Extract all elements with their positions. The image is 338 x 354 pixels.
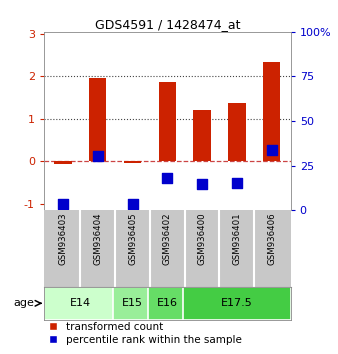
Text: E17.5: E17.5 <box>221 298 253 308</box>
Text: E15: E15 <box>122 298 143 308</box>
Text: GSM936401: GSM936401 <box>232 212 241 265</box>
Text: GSM936403: GSM936403 <box>58 212 68 265</box>
Point <box>234 180 240 185</box>
Point <box>61 201 66 207</box>
Bar <box>228 103 245 161</box>
Bar <box>159 82 176 161</box>
Bar <box>193 110 211 161</box>
Title: GDS4591 / 1428474_at: GDS4591 / 1428474_at <box>95 18 240 31</box>
Bar <box>148 287 187 320</box>
Text: GSM936406: GSM936406 <box>267 212 276 265</box>
Legend: transformed count, percentile rank within the sample: transformed count, percentile rank withi… <box>49 322 242 345</box>
Bar <box>44 287 117 320</box>
Point <box>165 175 170 181</box>
Bar <box>183 287 291 320</box>
Point <box>95 154 100 159</box>
Bar <box>89 78 106 161</box>
Bar <box>124 161 141 163</box>
Text: GSM936400: GSM936400 <box>198 212 207 265</box>
Text: E14: E14 <box>70 298 91 308</box>
Text: E16: E16 <box>157 298 178 308</box>
Bar <box>263 62 280 161</box>
Point <box>199 181 205 186</box>
Text: age: age <box>13 298 34 308</box>
Point <box>269 147 274 152</box>
Text: GSM936404: GSM936404 <box>93 212 102 265</box>
Point <box>130 201 135 207</box>
Bar <box>54 161 72 164</box>
Bar <box>114 287 152 320</box>
Text: GSM936405: GSM936405 <box>128 212 137 265</box>
Text: GSM936402: GSM936402 <box>163 212 172 265</box>
